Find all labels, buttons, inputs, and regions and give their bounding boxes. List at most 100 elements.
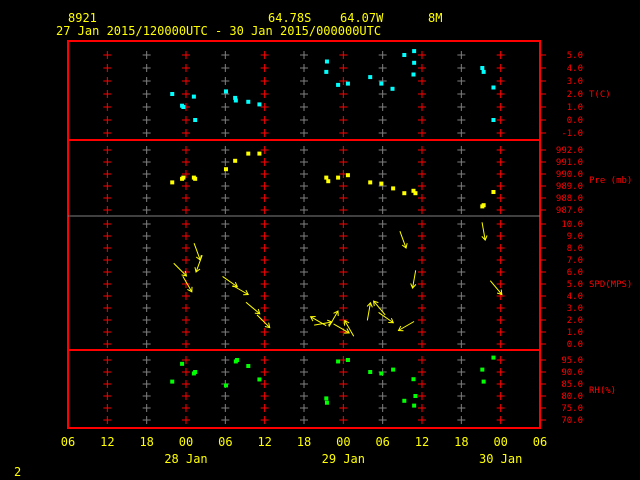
pressure-point <box>233 158 238 163</box>
wind-arrow <box>182 275 193 293</box>
wind-arrow-head <box>254 308 261 315</box>
rh-point <box>412 403 417 408</box>
plot-frame <box>67 40 541 429</box>
wind-arrow <box>373 300 386 316</box>
panel-label-pressure: Pre (mb) <box>589 176 632 186</box>
y-tick-label: 7.0 <box>567 256 583 266</box>
temperature-point <box>379 81 384 86</box>
rh-point <box>180 361 185 366</box>
page-number: 2 <box>14 465 22 479</box>
temperature-point <box>233 98 238 103</box>
pressure-point <box>181 175 186 180</box>
longitude: 64.07W <box>340 11 384 25</box>
rh-point <box>481 379 486 384</box>
pressure-point <box>223 167 228 172</box>
pressure-point <box>170 180 175 185</box>
wind-arrow-head <box>243 289 250 296</box>
rh-point <box>193 370 198 374</box>
rh-point <box>324 396 329 401</box>
wind-arrow-head <box>373 300 379 307</box>
pressure-point <box>391 186 396 191</box>
y-tick-label: 9.0 <box>567 232 583 242</box>
rh-point <box>170 379 175 384</box>
pressure-point <box>411 188 416 193</box>
temperature-point <box>345 81 350 86</box>
y-tick-label: -1.0 <box>561 129 583 139</box>
x-tick-label: 06 <box>61 435 75 449</box>
pressure-point <box>379 181 384 186</box>
x-tick-label: 12 <box>257 435 271 449</box>
elevation: 8M <box>428 11 443 25</box>
y-tick-label: 10.0 <box>561 220 583 230</box>
y-tick-label: 75.0 <box>561 404 583 414</box>
y-tick-label: 2.0 <box>567 90 583 100</box>
y-tick-label: 4.0 <box>567 292 583 302</box>
rh-point <box>257 377 262 382</box>
wind-arrow <box>314 321 332 326</box>
x-tick-label: 06 <box>218 435 232 449</box>
y-tick-label: 1.0 <box>567 328 583 338</box>
y-tick-label: 3.0 <box>567 77 583 87</box>
temperature-point <box>491 85 496 90</box>
y-tick-label: 990.0 <box>556 170 583 180</box>
temperature-point <box>480 66 485 70</box>
y-tick-label: 6.0 <box>567 268 583 278</box>
temperature-point <box>368 75 373 80</box>
wind-arrow <box>412 270 417 289</box>
temperature-point <box>223 89 228 94</box>
pressure-point <box>413 191 418 196</box>
y-tick-label: 95.0 <box>561 356 583 366</box>
wind-arrow-head <box>401 243 408 249</box>
y-tick-label: 3.0 <box>567 304 583 314</box>
y-tick-label: 8.0 <box>567 244 583 254</box>
temperature-point <box>246 99 251 104</box>
y-tick-label: 992.0 <box>556 146 583 156</box>
panel-label-temperature: T(C) <box>589 90 611 100</box>
wind-arrow <box>245 301 261 315</box>
wind-arrow-head <box>309 315 316 322</box>
y-tick-label: 90.0 <box>561 368 583 378</box>
wind-arrow-head <box>388 317 395 324</box>
temperature-point <box>324 69 329 74</box>
wind-arrow-head <box>410 283 417 289</box>
y-tick-label: 4.0 <box>567 64 583 74</box>
wind-arrow <box>378 312 394 324</box>
temperature-point <box>491 118 496 122</box>
wind-arrow-head <box>496 289 503 296</box>
x-tick-label: 06 <box>375 435 389 449</box>
y-tick-label: 85.0 <box>561 380 583 390</box>
wind-arrow <box>399 230 407 249</box>
temperature-point <box>411 72 416 77</box>
wind-arrow-head <box>397 325 404 332</box>
wind-arrow <box>328 310 339 327</box>
wind-arrow <box>256 314 271 328</box>
wind-arrow-head <box>344 319 350 326</box>
temperature-point <box>402 53 407 57</box>
y-tick-label: 5.0 <box>567 51 583 61</box>
x-tick-label: 18 <box>454 435 468 449</box>
date-label: 28 Jan <box>164 452 207 466</box>
station-id: 8921 <box>68 11 97 25</box>
rh-point <box>391 367 396 372</box>
rh-point <box>491 355 496 360</box>
rh-point <box>336 359 341 364</box>
wind-arrow <box>481 222 486 241</box>
y-tick-label: 0.0 <box>567 116 583 126</box>
temperature-point <box>324 59 329 64</box>
wind-arrow <box>193 242 201 261</box>
y-tick-label: 989.0 <box>556 182 583 192</box>
temperature-point <box>412 60 417 65</box>
rh-point <box>246 364 251 368</box>
wind-arrow <box>232 285 249 295</box>
wind-arrow <box>489 280 503 295</box>
y-tick-label: 80.0 <box>561 392 583 402</box>
y-tick-label: 1.0 <box>567 103 583 113</box>
wind-arrow <box>310 316 327 327</box>
wind-arrow-head <box>481 235 488 241</box>
x-tick-label: 00 <box>493 435 507 449</box>
pressure-point <box>257 151 262 156</box>
wind-arrow <box>344 320 355 337</box>
rh-point <box>235 358 240 362</box>
pressure-point <box>481 203 486 208</box>
